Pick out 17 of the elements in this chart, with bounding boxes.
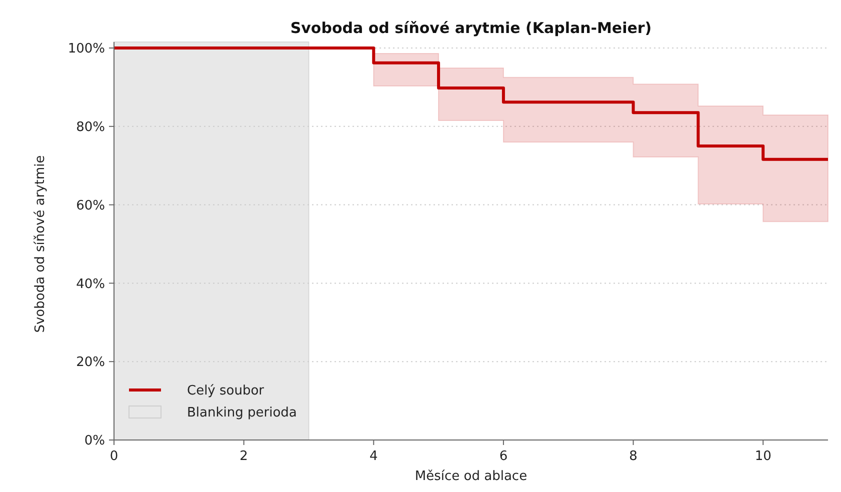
band-label: Blanking perioda [187, 406, 297, 421]
legend-label: Celý soubor [187, 384, 265, 399]
y-tick-label: 0% [84, 434, 105, 449]
y-tick-label: 60% [76, 198, 105, 214]
chart-title: Svoboda od síňové arytmie (Kaplan-Meier) [290, 19, 652, 37]
y-axis-title: Svoboda od síňové arytmie [33, 155, 48, 333]
y-tick-label: 100% [68, 42, 105, 57]
y-tick-label: 20% [76, 355, 105, 370]
x-tick-label: 10 [754, 449, 772, 464]
x-axis-title: Měsíce od ablace [414, 469, 528, 484]
x-tick-label: 2 [240, 449, 248, 464]
x-tick-label: 4 [369, 449, 378, 464]
x-tick-label: 6 [499, 449, 508, 464]
x-tick-label: 8 [629, 449, 638, 464]
y-tick-label: 80% [76, 120, 105, 135]
x-tick-label: 0 [110, 449, 118, 464]
y-tick-label: 40% [76, 276, 105, 292]
